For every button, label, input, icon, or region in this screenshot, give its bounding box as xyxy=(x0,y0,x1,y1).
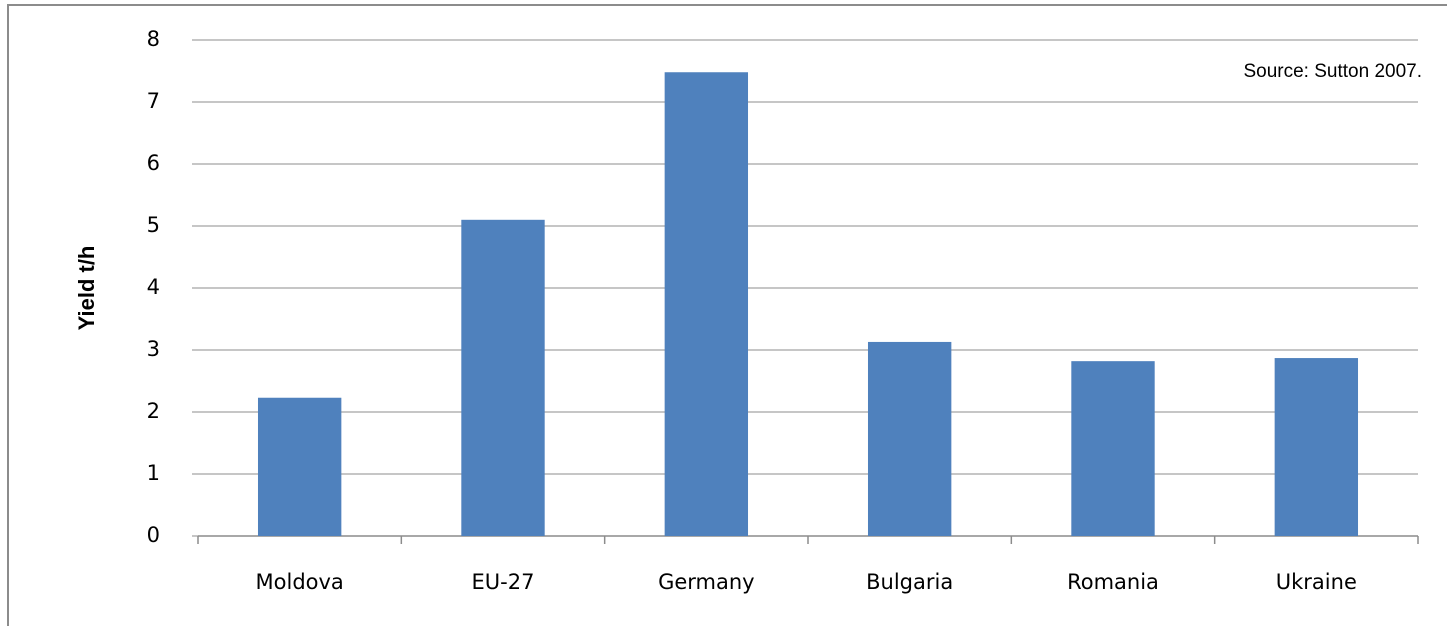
bar xyxy=(664,72,749,537)
x-tick-label: Ukraine xyxy=(1276,570,1357,594)
y-tick-label: 4 xyxy=(147,275,160,299)
x-tick-label: EU-27 xyxy=(472,570,535,594)
y-tick-label: 7 xyxy=(147,89,160,113)
y-tick-label: 8 xyxy=(147,27,160,51)
y-tick-label: 6 xyxy=(147,151,160,175)
x-tick-label: Bulgaria xyxy=(866,570,953,594)
x-tick-label: Germany xyxy=(658,570,755,594)
y-tick-label: 1 xyxy=(147,461,160,485)
bar xyxy=(257,397,342,536)
annotation: Source: Sutton 2007. xyxy=(1243,61,1422,82)
y-axis-label: Yield t/h xyxy=(74,246,99,331)
y-tick-label: 5 xyxy=(147,213,160,237)
bar xyxy=(461,219,545,537)
bar xyxy=(1274,358,1359,536)
bar xyxy=(1071,361,1155,536)
y-tick-label: 3 xyxy=(147,337,160,361)
bar xyxy=(867,341,952,536)
x-tick-label: Romania xyxy=(1067,570,1159,594)
x-tick-label: Moldova xyxy=(256,570,344,594)
y-tick-label: 2 xyxy=(147,399,160,423)
y-tick-label: 0 xyxy=(147,523,160,547)
